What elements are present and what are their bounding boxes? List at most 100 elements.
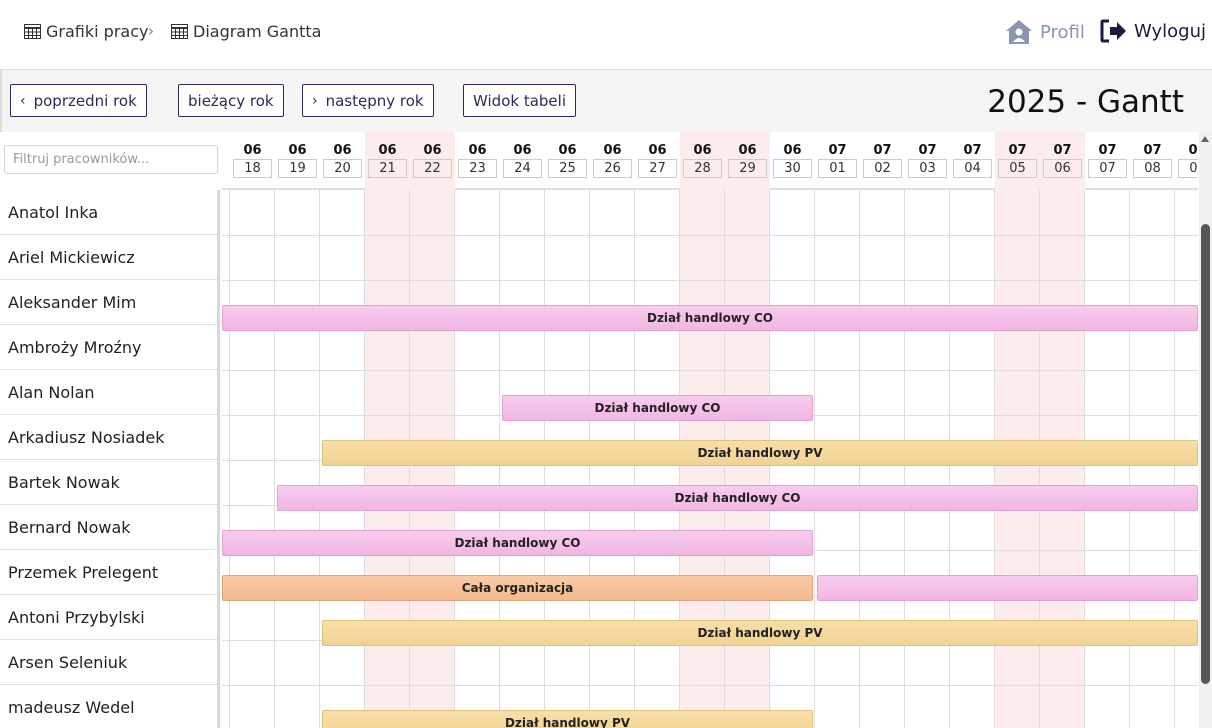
- day-label: 27: [638, 159, 677, 178]
- day-column: [275, 132, 320, 728]
- current-year-label: bieżący rok: [188, 91, 274, 110]
- date-header-cell: 06 23: [455, 132, 500, 190]
- month-label: 07: [1143, 143, 1162, 158]
- date-header-cell: 06 18: [230, 132, 275, 190]
- day-column: [320, 132, 365, 728]
- gantt-bar[interactable]: Dział handlowy CO: [222, 305, 1198, 331]
- date-header-cell: 07 04: [950, 132, 995, 190]
- month-label: 06: [603, 143, 622, 158]
- day-label: 18: [233, 159, 272, 178]
- employee-name: Arsen Seleniuk: [0, 640, 217, 685]
- sign-out-icon: [1100, 19, 1126, 43]
- day-label: 08: [1133, 159, 1172, 178]
- date-header-cell: 06 29: [725, 132, 770, 190]
- gantt-bar[interactable]: Dział handlowy CO: [277, 485, 1198, 511]
- row-divider: [222, 370, 1198, 371]
- date-header-cell: 06 24: [500, 132, 545, 190]
- month-label: 06: [783, 143, 802, 158]
- employee-name: Przemek Prelegent: [0, 550, 217, 595]
- day-label: 03: [908, 159, 947, 178]
- day-label: 26: [593, 159, 632, 178]
- date-header-cell: 06 30: [770, 132, 815, 190]
- day-column: [905, 132, 950, 728]
- scroll-up-arrow-icon[interactable]: [1201, 136, 1209, 142]
- month-label: 07: [918, 143, 937, 158]
- gantt-bar[interactable]: Dział handlowy CO: [222, 530, 813, 556]
- breadcrumb-item-gantt[interactable]: Diagram Gantta: [171, 22, 321, 41]
- day-column: [545, 132, 590, 728]
- day-label: 24: [503, 159, 542, 178]
- day-label: 28: [683, 159, 722, 178]
- row-divider: [222, 685, 1198, 686]
- day-label: 30: [773, 159, 812, 178]
- current-year-button[interactable]: bieżący rok: [178, 84, 284, 117]
- scrollbar-thumb[interactable]: [1201, 224, 1210, 684]
- date-header-cell: 07 03: [905, 132, 950, 190]
- employee-name: Aleksander Mim: [0, 280, 217, 325]
- employee-filter-input[interactable]: [4, 145, 218, 174]
- month-label: 06: [738, 143, 757, 158]
- day-label: 21: [368, 159, 407, 178]
- row-divider: [222, 280, 1198, 281]
- day-column: [500, 132, 545, 728]
- next-year-button[interactable]: › następny rok: [302, 84, 434, 117]
- month-label: 07: [873, 143, 892, 158]
- day-label: 05: [998, 159, 1037, 178]
- day-label: 07: [1088, 159, 1127, 178]
- month-label: 06: [468, 143, 487, 158]
- gantt-bar[interactable]: Dział handlowy PV: [322, 710, 813, 728]
- date-header-cell: 07 01: [815, 132, 860, 190]
- employee-name: Ariel Mickiewicz: [0, 235, 217, 280]
- employee-name: Anatol Inka: [0, 190, 217, 235]
- table-view-button[interactable]: Widok tabeli: [463, 84, 576, 117]
- profile-link[interactable]: Profil: [1004, 18, 1085, 46]
- breadcrumb-item-schedules[interactable]: Grafiki pracy: [24, 22, 148, 41]
- date-header-cell: 0709: [1175, 132, 1198, 190]
- gantt-bar[interactable]: Dział handlowy PV: [322, 620, 1198, 646]
- table-view-label: Widok tabeli: [473, 91, 566, 110]
- day-column: [455, 132, 500, 728]
- previous-year-button[interactable]: ‹ poprzedni rok: [10, 84, 147, 117]
- gantt-bar[interactable]: [817, 575, 1198, 601]
- month-label: 06: [423, 143, 442, 158]
- month-label: 06: [648, 143, 667, 158]
- gantt-bar[interactable]: Dział handlowy CO: [502, 395, 813, 421]
- day-label: 01: [818, 159, 857, 178]
- logout-label: Wyloguj: [1134, 20, 1206, 42]
- day-label: 04: [953, 159, 992, 178]
- month-label: 06: [513, 143, 532, 158]
- chevron-right-icon: ›: [312, 92, 318, 109]
- gantt-grid[interactable]: 06 18 06 19 06 20 06 21 06 22 06 23 06 24 06 25 06 26 06 27…: [222, 132, 1198, 728]
- month-label: 06: [243, 143, 262, 158]
- month-label: 06: [693, 143, 712, 158]
- vertical-scrollbar[interactable]: [1199, 132, 1212, 728]
- day-label: 19: [278, 159, 317, 178]
- logout-link[interactable]: Wyloguj: [1100, 18, 1206, 44]
- date-header-cell: 06 21: [365, 132, 410, 190]
- day-label: 09: [1178, 159, 1198, 178]
- calendar-grid-icon: [171, 24, 188, 39]
- date-header-row: 06 18 06 19 06 20 06 21 06 22 06 23 06 24 06 25 06 26 06 27…: [222, 132, 1198, 190]
- date-header-cell: 07 05: [995, 132, 1040, 190]
- date-header-cell: 06 26: [590, 132, 635, 190]
- day-column: [770, 132, 815, 728]
- date-header-cell: 07 08: [1130, 132, 1175, 190]
- day-label: 25: [548, 159, 587, 178]
- day-column: [635, 132, 680, 728]
- date-header-cell: 06 22: [410, 132, 455, 190]
- day-column: [950, 132, 995, 728]
- day-column: [815, 132, 860, 728]
- gantt-bar[interactable]: Cała organizacja: [222, 575, 813, 601]
- date-header-cell: 06 25: [545, 132, 590, 190]
- day-column: [1085, 132, 1130, 728]
- employee-name: Bernard Nowak: [0, 505, 217, 550]
- month-label: 07: [1098, 143, 1117, 158]
- month-label: 07: [963, 143, 982, 158]
- gantt-bar[interactable]: Dział handlowy PV: [322, 440, 1198, 466]
- chevron-left-icon: ‹: [20, 92, 26, 109]
- month-label: 07: [1008, 143, 1027, 158]
- next-year-label: następny rok: [325, 91, 424, 110]
- breadcrumb-label: Diagram Gantta: [193, 22, 322, 41]
- date-header-cell: 07 07: [1085, 132, 1130, 190]
